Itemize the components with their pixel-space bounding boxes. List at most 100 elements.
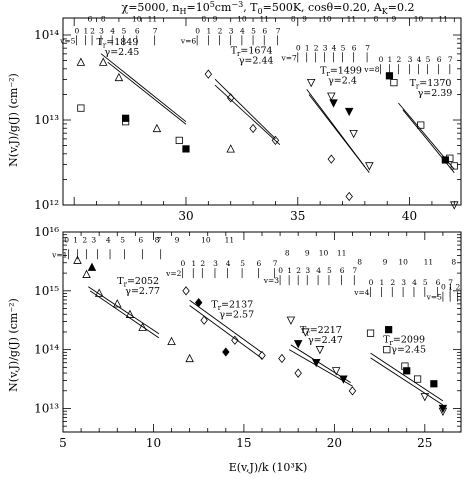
data-point-diamond [278,353,286,364]
data-point-square [403,367,411,375]
level-j-label: 8 [101,14,106,23]
vibrational-level-label: v=3 [263,276,280,285]
level-tick-label: 5 [426,55,431,64]
y-tick-label: 10¹⁴ [34,343,59,357]
level-tick-label: 6 [436,278,441,287]
fit-line [214,78,276,140]
data-point-diamond [231,335,239,345]
data-point-triangle [138,322,147,331]
data-point-diamond [271,135,280,146]
gamma-label: γ=2.44 [239,56,274,67]
level-j-label: 11 [337,249,347,258]
level-j-label: 8 [357,257,362,266]
level-j-label: 11 [438,14,448,23]
data-point-triangle-down [306,79,316,88]
level-tick-label: 0 [369,278,374,287]
level-tick-label: 0 [195,26,200,35]
level-j-label: 10 [319,249,329,258]
data-point-triangle [76,57,86,66]
level-j-label: 10 [322,14,332,23]
level-tick-label: 3 [408,55,413,64]
level-tick-label: 3 [99,26,104,35]
level-tick-label: 1 [191,259,196,268]
x-tick-label: 20 [327,436,342,450]
level-tick-label: 2 [390,278,395,287]
data-point-triangle-down [331,367,341,376]
vibrational-level-label: v=8 [363,65,380,74]
data-point-square [175,136,183,144]
level-j-label: 3 [91,236,96,245]
level-j-label: 7 [156,236,161,245]
x-tick-label: 10 [146,436,161,450]
x-tick-label: 35 [290,209,305,223]
data-point-triangle [94,288,104,297]
data-point-square [122,114,130,122]
y-tick-label: 10¹⁶ [34,225,59,239]
level-j-label: 10 [201,236,211,245]
level-j-label: 10 [414,14,424,23]
level-tick-label: 6 [340,266,345,275]
level-j-label: 5 [120,236,125,245]
level-j-label: 9 [305,249,310,258]
level-tick-label: 7 [153,26,158,35]
level-j-label: 8 [374,14,379,23]
level-tick-label: 0 [278,266,283,275]
level-tick-label: 7 [352,266,357,275]
level-tick-label: 3 [213,259,218,268]
level-tick-label: 6 [135,26,140,35]
level-j-label: 11 [225,236,235,245]
data-point-triangle [167,336,176,346]
level-tick-label: 7 [273,259,278,268]
level-j-label: 10 [398,257,408,266]
rotational-temperature-label: Tr=2217 [300,325,342,338]
vibrational-level-label: v=2 [165,269,182,278]
data-point-diamond [348,386,357,396]
level-tick-label: 0 [379,55,384,64]
level-tick-label: 1 [380,278,385,287]
level-tick-label: 1 [305,43,310,52]
data-point-triangle [82,269,91,278]
level-j-label: 10 [132,14,142,23]
gamma-label: γ=2.57 [219,309,254,320]
level-tick-label: 5 [423,278,428,287]
fit-line [88,286,160,335]
level-tick-label: 5 [341,43,346,52]
level-tick-label: 2 [455,283,460,292]
data-point-diamond [327,154,336,164]
x-axis-label: E(v,J)/k (10³K) [229,461,308,474]
plot-frame [62,17,462,206]
gamma-label: γ=2.45 [391,345,426,356]
chart-title: χ=5000, nH=105cm−3, T0=500K, cosθ=0.20, … [122,0,415,16]
data-point-triangle [125,309,135,318]
data-point-triangle-down [344,107,354,117]
level-j-label: 4 [106,236,111,245]
level-j-label: 9 [383,257,388,266]
rotational-temperature-label: Tr=1849 [97,37,139,50]
data-point-triangle [152,123,162,133]
data-point-square [450,162,458,170]
rotational-temperature-label: Tr=1370 [410,78,452,91]
data-point-triangle-down [438,404,448,414]
data-point-triangle [114,72,124,82]
data-point-triangle-down [339,375,348,384]
level-tick-label: 6 [256,259,261,268]
y-tick-label: 10¹³ [34,113,59,127]
level-tick-label: 1 [83,26,88,35]
level-j-label: 9 [175,236,180,245]
data-point-triangle-down [450,201,459,210]
level-j-label: 11 [424,257,434,266]
level-tick-label: 7 [448,55,453,64]
data-point-triangle-down [315,346,325,355]
data-point-square [182,145,190,153]
vibrational-level-label: v=6 [180,36,197,45]
level-tick-label: 6 [262,26,267,35]
x-tick-label: 5 [59,436,67,450]
fit-line [189,305,263,359]
level-j-label: 9 [213,14,218,23]
data-point-square [390,79,398,87]
level-tick-label: 0 [181,259,186,268]
level-tick-label: 0 [75,26,80,35]
level-tick-label: 7 [448,278,453,287]
fit-line [107,61,187,125]
